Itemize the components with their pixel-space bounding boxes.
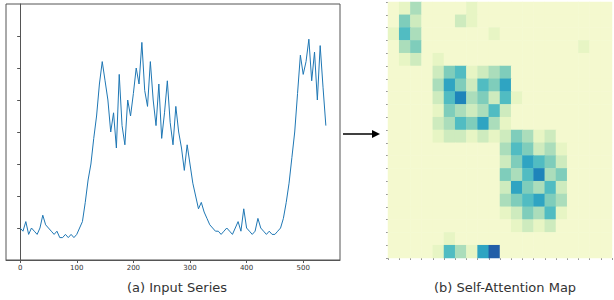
svg-text:(a) Input Series: (a) Input Series [127,280,227,295]
svg-text:100: 100 [70,264,83,272]
svg-text:0: 0 [18,264,22,272]
svg-text:400: 400 [240,264,253,272]
svg-text:(b) Self-Attention Map: (b) Self-Attention Map [434,280,576,295]
svg-text:200: 200 [127,264,140,272]
svg-text:500: 500 [297,264,310,272]
svg-text:300: 300 [183,264,196,272]
